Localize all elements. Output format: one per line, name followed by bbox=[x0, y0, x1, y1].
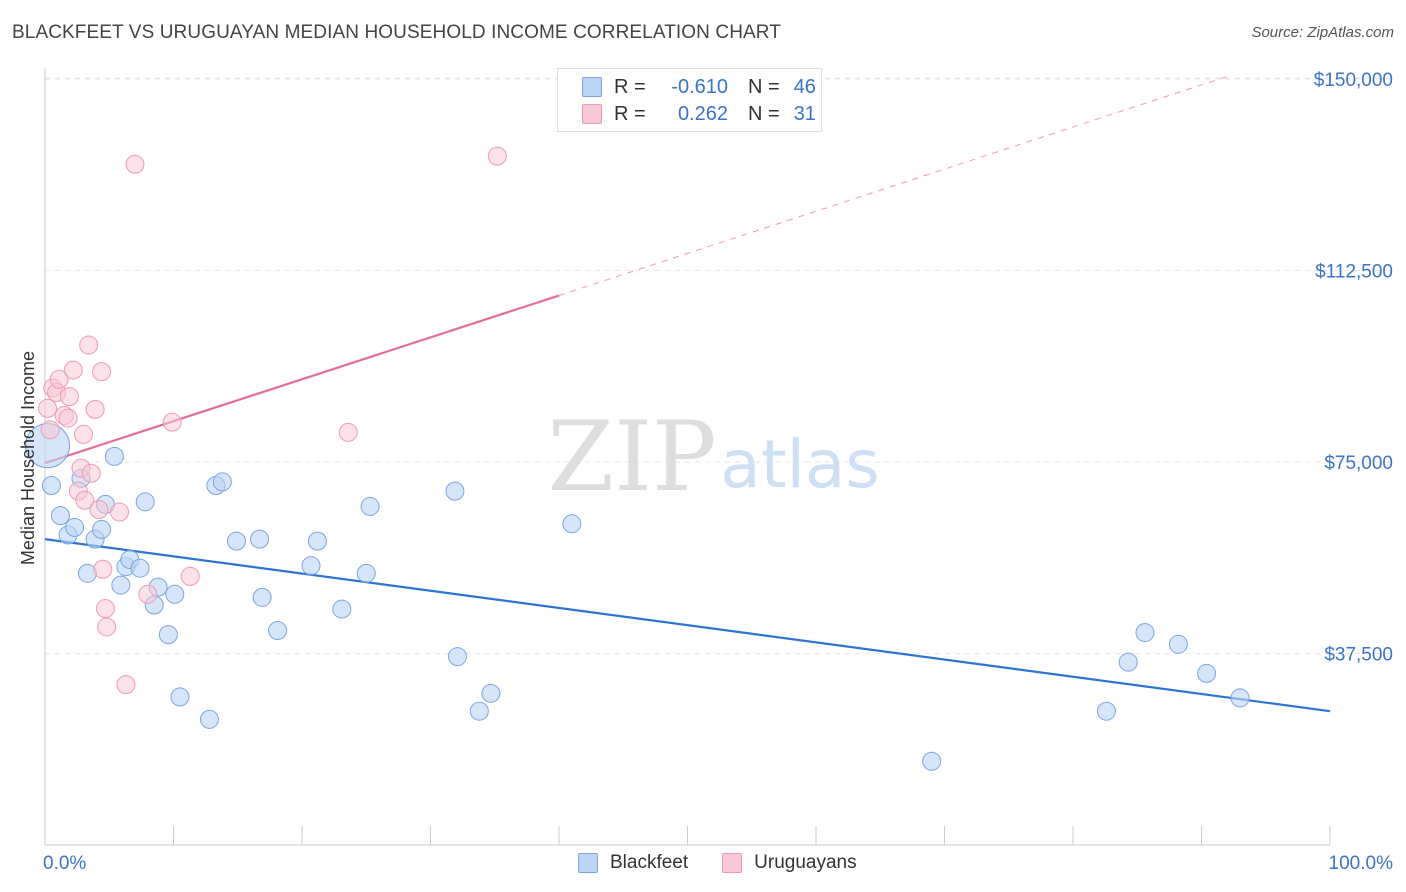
point-uruguayans bbox=[338, 422, 358, 442]
point-blackfeet bbox=[130, 558, 150, 578]
point-blackfeet bbox=[92, 519, 112, 539]
tick-labels: $37,500 $75,000 $112,500 $150,000 0.0% 100.0% bbox=[43, 70, 1393, 874]
point-blackfeet bbox=[268, 621, 288, 641]
point-blackfeet bbox=[447, 647, 467, 667]
point-uruguayans bbox=[110, 502, 130, 522]
x-tick-label: 100.0% bbox=[1329, 853, 1394, 874]
series-legend: Blackfeet Uruguayans bbox=[578, 852, 857, 874]
trendline-uruguayans bbox=[44, 294, 560, 465]
point-uruguayans bbox=[95, 599, 115, 619]
point-uruguayans bbox=[59, 387, 79, 407]
point-blackfeet bbox=[250, 529, 270, 549]
point-uruguayans bbox=[180, 566, 200, 586]
y-tick-label: $75,000 bbox=[1324, 453, 1393, 474]
point-blackfeet bbox=[135, 492, 155, 512]
point-blackfeet bbox=[922, 751, 942, 771]
point-blackfeet bbox=[356, 563, 376, 583]
legend-swatch-blackfeet bbox=[582, 77, 602, 97]
y-tick-label: $37,500 bbox=[1324, 645, 1393, 666]
point-blackfeet bbox=[50, 506, 70, 526]
y-axis-label: Median Household Income bbox=[18, 351, 38, 565]
trendlines bbox=[44, 75, 1331, 713]
point-blackfeet bbox=[212, 472, 232, 492]
legend-n-label: N = bbox=[748, 75, 780, 98]
watermark: ZIP atlas bbox=[547, 401, 879, 513]
point-blackfeet bbox=[332, 599, 352, 619]
point-blackfeet bbox=[1168, 634, 1188, 654]
point-blackfeet bbox=[165, 584, 185, 604]
point-blackfeet bbox=[1197, 663, 1217, 683]
y-tick-label: $150,000 bbox=[1314, 70, 1393, 91]
point-uruguayans bbox=[92, 362, 112, 382]
trendline-uruguayans-extension bbox=[558, 75, 1228, 296]
points bbox=[25, 146, 1250, 771]
legend-n-value: 46 bbox=[793, 75, 816, 98]
point-uruguayans bbox=[63, 360, 83, 380]
point-uruguayans bbox=[58, 408, 78, 428]
point-blackfeet bbox=[301, 556, 321, 576]
point-blackfeet bbox=[469, 701, 489, 721]
point-uruguayans bbox=[116, 675, 136, 695]
point-uruguayans bbox=[93, 559, 113, 579]
legend-r-value: 0.262 bbox=[677, 102, 728, 125]
source-label: Source: ZipAtlas.com bbox=[1251, 24, 1394, 41]
point-uruguayans bbox=[40, 420, 60, 440]
watermark-atlas: atlas bbox=[720, 426, 880, 503]
point-uruguayans bbox=[487, 146, 507, 166]
point-blackfeet bbox=[170, 687, 190, 707]
legend-n-label: N = bbox=[748, 102, 780, 125]
point-uruguayans bbox=[125, 154, 145, 174]
series-swatch-uruguayans bbox=[722, 853, 743, 873]
correlation-legend: R = -0.610 N = 46 R = 0.262 N = 31 bbox=[557, 68, 822, 132]
legend-n-value: 31 bbox=[793, 102, 816, 125]
point-blackfeet bbox=[445, 481, 465, 501]
series-swatch-blackfeet bbox=[578, 853, 598, 873]
chart-title: BLACKFEET VS URUGUAYAN MEDIAN HOUSEHOLD … bbox=[12, 22, 781, 43]
point-blackfeet bbox=[307, 531, 327, 551]
point-blackfeet bbox=[1118, 652, 1138, 672]
point-blackfeet bbox=[226, 531, 246, 551]
point-blackfeet bbox=[252, 587, 272, 607]
point-blackfeet bbox=[562, 514, 582, 534]
y-tick-label: $112,500 bbox=[1315, 262, 1393, 283]
point-uruguayans bbox=[162, 412, 182, 432]
point-uruguayans bbox=[89, 499, 109, 519]
point-uruguayans bbox=[49, 369, 69, 389]
legend-swatch-uruguayans bbox=[582, 104, 602, 124]
watermark-zip: ZIP bbox=[547, 401, 716, 513]
point-blackfeet bbox=[158, 625, 178, 645]
legend-r-label: R = bbox=[614, 102, 646, 125]
point-blackfeet bbox=[65, 517, 85, 537]
point-blackfeet bbox=[111, 575, 131, 595]
point-uruguayans bbox=[75, 490, 95, 510]
series-label-blackfeet: Blackfeet bbox=[610, 852, 689, 873]
point-uruguayans bbox=[81, 463, 101, 483]
point-blackfeet bbox=[1096, 701, 1116, 721]
point-blackfeet bbox=[1135, 623, 1155, 643]
point-blackfeet bbox=[41, 475, 61, 495]
legend-r-value: -0.610 bbox=[671, 75, 728, 98]
point-uruguayans bbox=[38, 398, 58, 418]
point-blackfeet bbox=[360, 496, 380, 516]
legend-r-label: R = bbox=[614, 75, 646, 98]
legend-row-uruguayans: R = 0.262 N = 31 bbox=[582, 101, 816, 127]
point-uruguayans bbox=[138, 584, 158, 604]
point-uruguayans bbox=[85, 399, 105, 419]
point-blackfeet bbox=[481, 683, 501, 703]
series-label-uruguayans: Uruguayans bbox=[754, 852, 857, 873]
point-blackfeet bbox=[104, 446, 124, 466]
point-uruguayans bbox=[74, 424, 94, 444]
point-blackfeet bbox=[1230, 688, 1250, 708]
point-blackfeet bbox=[199, 709, 219, 729]
trendline-blackfeet bbox=[44, 538, 1331, 713]
point-uruguayans bbox=[97, 617, 117, 637]
point-uruguayans bbox=[79, 335, 99, 355]
legend-row-blackfeet: R = -0.610 N = 46 bbox=[582, 74, 816, 100]
x-tick-label: 0.0% bbox=[43, 853, 86, 874]
